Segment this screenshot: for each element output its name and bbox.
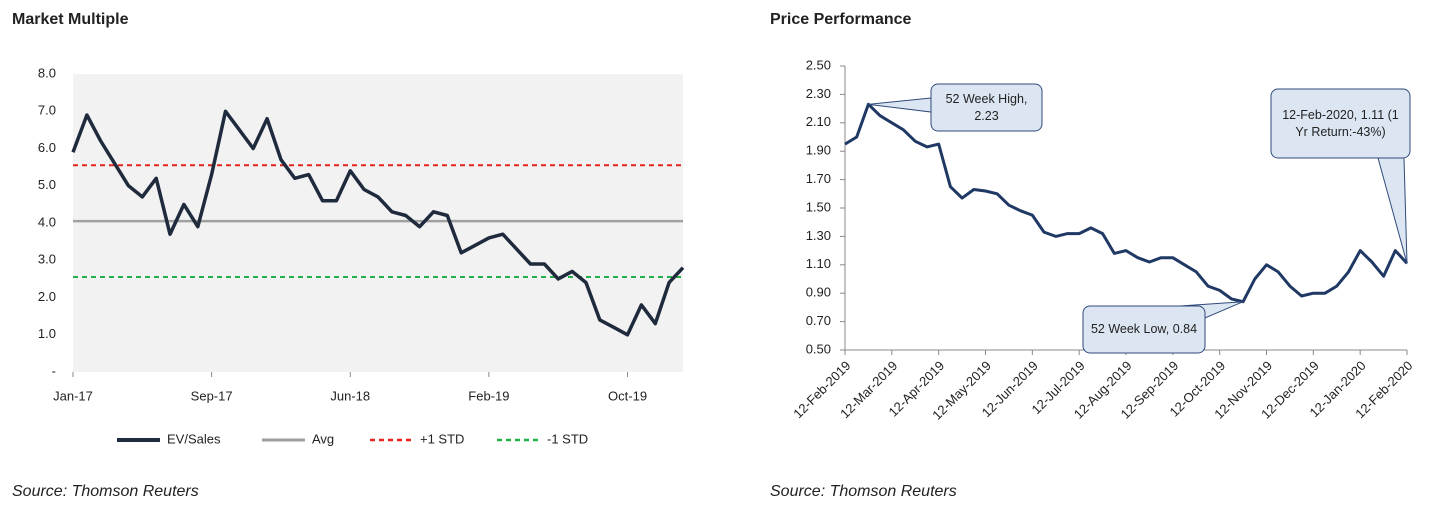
y-tick-label: 2.50 — [806, 57, 831, 72]
y-tick-label: 2.0 — [38, 289, 56, 304]
callout-pointer — [1377, 157, 1408, 264]
y-tick-label: 0.70 — [806, 313, 831, 328]
y-tick-label: 7.0 — [38, 103, 56, 118]
annotation: 52 Week Low, 0.84 — [1090, 322, 1198, 337]
legend-label: Avg — [312, 431, 334, 446]
callout-box — [930, 83, 1043, 132]
y-tick-label: 0.90 — [806, 285, 831, 300]
legend-label: EV/Sales — [167, 431, 221, 446]
y-tick-label: 0.50 — [806, 341, 831, 356]
x-tick-label: Feb-19 — [468, 388, 509, 403]
x-tick-label: Sep-17 — [191, 388, 233, 403]
plot-area — [73, 74, 683, 372]
callout: 52 Week Low, 0.84 — [1090, 322, 1198, 337]
y-tick-label: 5.0 — [38, 177, 56, 192]
chart-title: Market Multiple — [12, 11, 129, 28]
y-tick-label: 1.10 — [806, 256, 831, 271]
y-tick-label: 3.0 — [38, 252, 56, 267]
y-tick-label: 1.90 — [806, 143, 831, 158]
y-tick-label: 2.30 — [806, 86, 831, 101]
y-tick-label: 1.30 — [806, 228, 831, 243]
callout-pointer — [868, 97, 932, 113]
x-tick-label: Oct-19 — [608, 388, 647, 403]
x-tick-label: Jan-17 — [53, 388, 93, 403]
annotation: 12-Feb-2020, 1.11 (1 Yr Return:-43%) — [1282, 107, 1399, 139]
y-tick-label: - — [52, 363, 56, 378]
callout: 12-Feb-2020, 1.11 (1 Yr Return:-43%) — [1282, 107, 1399, 139]
chart-title: Price Performance — [770, 11, 912, 28]
x-tick-label: Jun-18 — [330, 388, 370, 403]
series-line — [71, 109, 685, 337]
y-tick-label: 1.50 — [806, 199, 831, 214]
y-tick-label: 1.70 — [806, 171, 831, 186]
series-line — [844, 102, 1409, 304]
source-note: Source: Thomson Reuters — [12, 483, 199, 500]
y-tick-label: 6.0 — [38, 140, 56, 155]
y-tick-label: 8.0 — [38, 65, 56, 80]
y-tick-label: 4.0 — [38, 214, 56, 229]
callout-box — [1082, 305, 1206, 354]
annotation: 52 Week High, 2.23 — [945, 91, 1028, 123]
legend-label: +1 STD — [420, 431, 464, 446]
legend-label: -1 STD — [547, 431, 588, 446]
y-tick-label: 2.10 — [806, 114, 831, 129]
y-tick-label: 1.0 — [38, 326, 56, 341]
callout: 52 Week High, 2.23 — [945, 91, 1028, 123]
source-note: Source: Thomson Reuters — [770, 483, 957, 500]
callout-box — [1270, 88, 1411, 159]
